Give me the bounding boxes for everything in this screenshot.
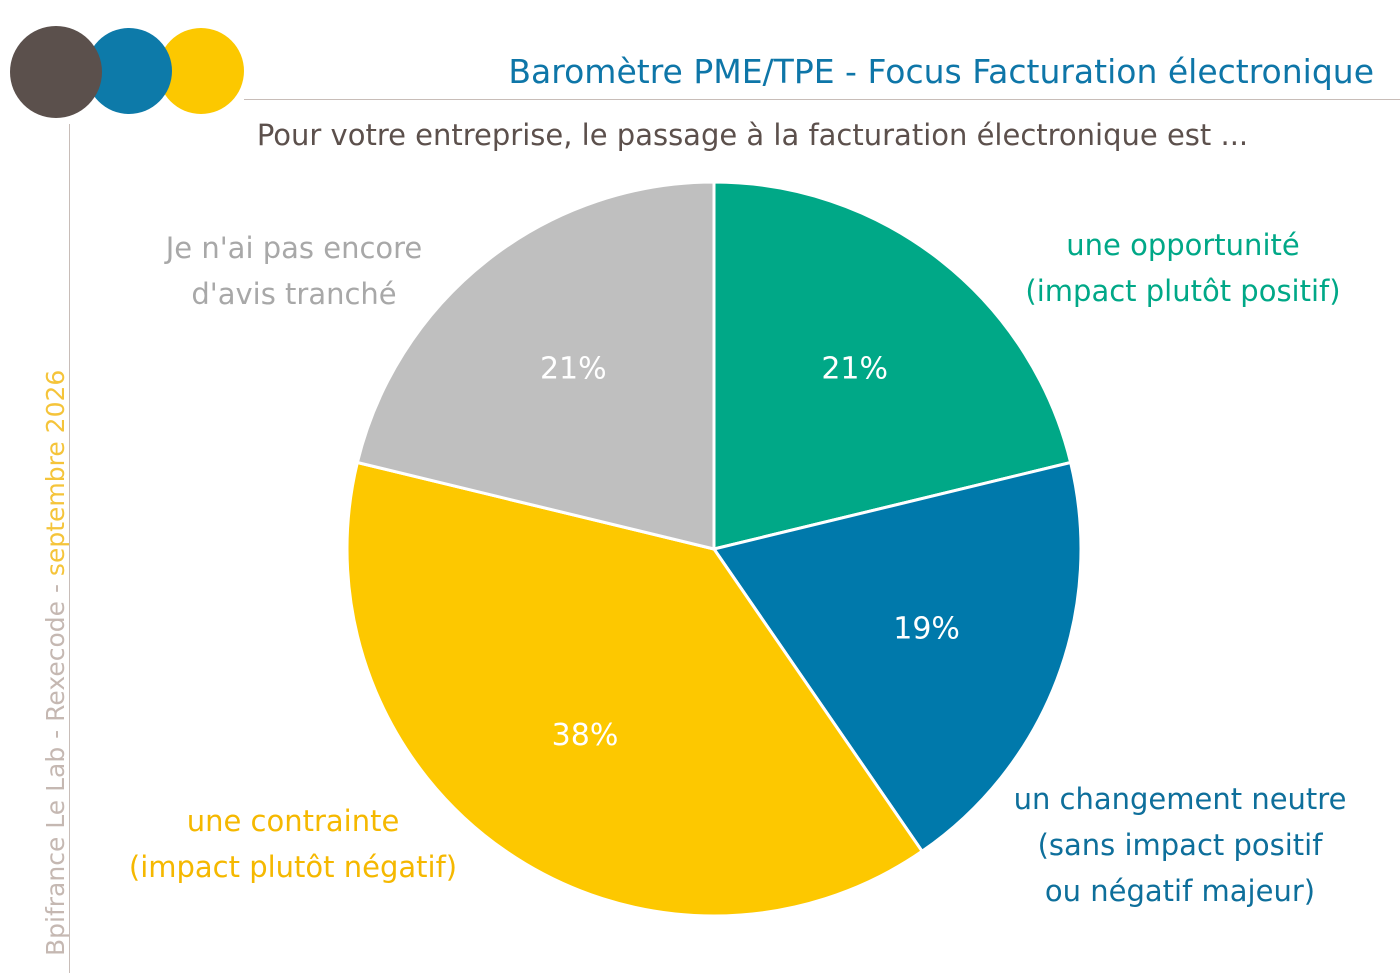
category-label-sans-avis: Je n'ai pas encore d'avis tranché: [84, 225, 504, 317]
category-label-opportunite: une opportunité (impact plutôt positif): [973, 222, 1393, 314]
header-divider: [244, 99, 1400, 100]
pie-slice-sans-avis: [355, 180, 716, 551]
category-label-line: (impact plutôt positif): [1025, 274, 1341, 308]
pie-value-label-neutre: 19%: [893, 612, 960, 647]
pie-value-label-sans-avis: 21%: [540, 352, 607, 387]
logo-circle-yellow: [158, 28, 244, 114]
chart-title: Pour votre entreprise, le passage à la f…: [256, 118, 1249, 152]
category-label-line: une opportunité: [1066, 228, 1300, 262]
pie-slice-opportunite: [712, 180, 1073, 551]
category-label-line: un changement neutre: [1013, 782, 1347, 816]
category-label-line: (sans impact positif: [1037, 828, 1323, 862]
category-label-neutre: un changement neutre (sans impact positif…: [970, 776, 1390, 914]
category-label-line: ou négatif majeur): [1044, 874, 1316, 908]
header-title: Baromètre PME/TPE - Focus Facturation él…: [508, 52, 1374, 91]
category-label-contrainte: une contrainte (impact plutôt négatif): [83, 798, 503, 890]
pie-value-label-contrainte: 38%: [552, 718, 619, 753]
category-label-line: (impact plutôt négatif): [128, 850, 458, 884]
pie-slice-neutre: [712, 460, 1083, 853]
pie-value-label-opportunite: 21%: [821, 352, 888, 387]
category-label-line: Je n'ai pas encore: [165, 231, 423, 265]
pie-slice-contrainte: [345, 460, 924, 918]
category-label-line: d'avis tranché: [191, 277, 397, 311]
side-divider: [69, 124, 70, 973]
logo-circle-brown: [10, 26, 102, 118]
category-label-line: une contrainte: [186, 804, 400, 838]
